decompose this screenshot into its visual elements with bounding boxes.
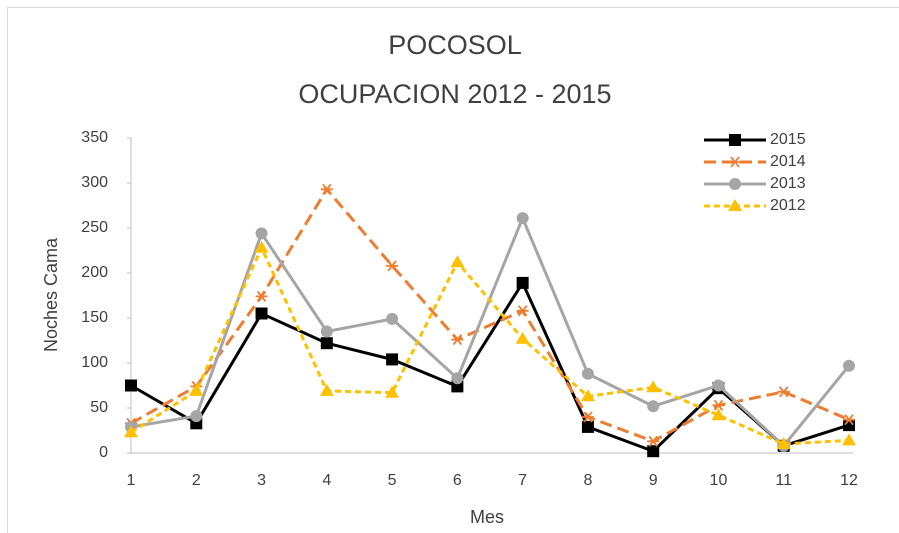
marker	[320, 337, 333, 350]
marker	[647, 445, 660, 458]
x-tick-label: 3	[257, 472, 266, 489]
marker	[516, 305, 529, 317]
marker	[319, 383, 334, 396]
marker	[711, 408, 726, 421]
y-tick-label: 150	[81, 309, 108, 326]
y-tick-label: 200	[81, 264, 108, 281]
y-tick-label: 100	[81, 354, 108, 371]
marker	[712, 399, 725, 411]
marker	[647, 400, 660, 413]
marker	[255, 290, 268, 302]
marker	[843, 359, 855, 372]
marker	[125, 379, 137, 392]
marker	[646, 380, 661, 393]
legend-label: 2012	[770, 197, 806, 214]
x-tick-label: 4	[322, 472, 331, 489]
marker	[580, 389, 595, 402]
chart-subtitle: OCUPACION 2012 - 2015	[298, 79, 611, 109]
x-tick-label: 12	[840, 472, 858, 489]
marker	[516, 212, 529, 225]
marker	[189, 383, 204, 396]
marker	[843, 414, 855, 426]
y-tick-label: 50	[90, 399, 108, 416]
legend-marker	[728, 199, 742, 211]
marker	[320, 183, 333, 195]
y-tick-label: 300	[81, 174, 108, 191]
series-line	[130, 186, 850, 443]
marker	[254, 240, 269, 253]
marker	[581, 420, 594, 433]
series-line	[130, 279, 850, 453]
marker	[124, 425, 138, 438]
x-tick-label: 2	[192, 472, 201, 489]
series-line	[130, 244, 850, 446]
marker	[842, 433, 856, 446]
x-tick-label: 6	[453, 472, 462, 489]
chart-title: POCOSOL	[388, 30, 522, 60]
marker	[385, 385, 400, 398]
marker	[255, 227, 268, 240]
marker	[450, 255, 465, 268]
marker	[451, 334, 464, 346]
legend-label: 2015	[770, 131, 806, 148]
x-tick-label: 11	[775, 472, 792, 489]
x-tick-label: 8	[583, 472, 592, 489]
marker	[581, 411, 594, 423]
x-axis-label: Mes	[470, 507, 504, 527]
y-axis-label: Noches Cama	[41, 237, 61, 352]
legend-marker	[729, 156, 741, 168]
marker	[516, 276, 529, 289]
legend-marker	[729, 178, 741, 190]
x-tick-label: 5	[388, 472, 397, 489]
marker	[386, 312, 399, 325]
marker	[451, 372, 464, 385]
legend-marker	[729, 134, 741, 146]
marker	[386, 353, 399, 366]
x-tick-label: 10	[710, 472, 728, 489]
marker	[320, 325, 333, 338]
marker	[581, 367, 594, 380]
marker	[712, 379, 725, 392]
y-tick-label: 0	[99, 444, 108, 461]
x-tick-label: 1	[127, 472, 136, 489]
marker	[777, 386, 790, 398]
marker	[647, 435, 660, 447]
marker	[255, 307, 268, 320]
marker	[386, 260, 399, 272]
marker	[190, 410, 203, 423]
x-tick-label: 9	[649, 472, 658, 489]
marker	[776, 437, 791, 449]
legend-label: 2014	[770, 153, 806, 170]
x-tick-label: 7	[518, 472, 527, 489]
legend-label: 2013	[770, 175, 806, 192]
y-tick-label: 250	[81, 219, 108, 236]
marker	[515, 331, 530, 344]
y-tick-label: 350	[81, 129, 108, 146]
